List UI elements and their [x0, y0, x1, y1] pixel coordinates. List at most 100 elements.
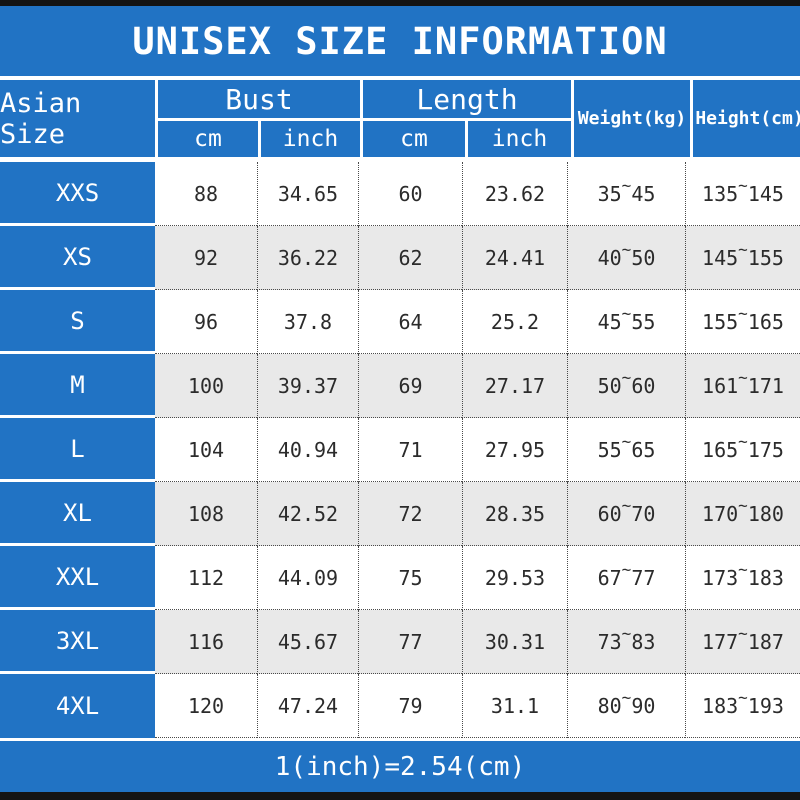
weight-range-cell-min: 80: [597, 693, 622, 718]
height-range-cell: 145 ~155: [685, 226, 800, 290]
table-row: XXL 112 44.09 75 29.53 67 ~77 173 ~183: [0, 546, 800, 610]
height-range-cell: 165 ~175: [685, 418, 800, 482]
length-inch-cell: 29.53: [462, 546, 567, 610]
length-inch-cell: 24.41: [462, 226, 567, 290]
title-divider: [0, 76, 800, 80]
height-range-cell: 155 ~165: [685, 290, 800, 354]
bust-cm-cell: 96: [155, 290, 257, 354]
tilde-glyph: ~: [738, 176, 748, 195]
table-row: M 100 39.37 69 27.17 50 ~60 161 ~171: [0, 354, 800, 418]
table-body: XXS 88 34.65 60 23.62 35 ~45 135 ~145 XS 92 36.22 62…: [0, 162, 800, 738]
header-asian-size: Asian Size: [0, 80, 155, 157]
tilde-glyph: ~: [621, 240, 632, 259]
table-row: XS 92 36.22 62 24.41 40 ~50 145 ~155: [0, 226, 800, 290]
weight-range-cell: 73 ~83: [567, 610, 685, 674]
table-row: S 96 37.8 64 25.2 45 ~55 155 ~165: [0, 290, 800, 354]
height-range-cell-max: 180: [747, 501, 784, 526]
height-range-cell-min: 177: [702, 629, 739, 654]
bust-cm-cell: 120: [155, 674, 257, 738]
weight-range-cell: 67 ~77: [567, 546, 685, 610]
size-label-cell: XXS: [0, 162, 155, 226]
length-inch-cell: 27.17: [462, 354, 567, 418]
height-range-cell-min: 173: [702, 565, 739, 590]
height-range-cell-max: 187: [747, 629, 784, 654]
footer-divider: [0, 738, 800, 741]
size-label-cell: 3XL: [0, 610, 155, 674]
title-band: UNISEX SIZE INFORMATION: [0, 6, 800, 76]
page-title: UNISEX SIZE INFORMATION: [132, 19, 668, 63]
bust-inch-cell: 45.67: [257, 610, 358, 674]
tilde-glyph: ~: [738, 432, 748, 451]
bust-inch-cell: 47.24: [257, 674, 358, 738]
size-label-cell: XXL: [0, 546, 155, 610]
conversion-note: 1(inch)=2.54(cm): [274, 751, 526, 782]
tilde-glyph: ~: [738, 560, 748, 579]
bust-cm-cell: 116: [155, 610, 257, 674]
bust-inch-cell: 37.8: [257, 290, 358, 354]
tilde-glyph: ~: [738, 240, 748, 259]
bust-inch-cell: 40.94: [257, 418, 358, 482]
height-range-cell-max: 165: [747, 309, 784, 334]
tilde-glyph: ~: [738, 688, 748, 707]
weight-range-cell-min: 40: [597, 245, 622, 270]
header-bust-inch: inch: [261, 121, 360, 157]
height-range-cell-min: 183: [702, 693, 739, 718]
length-cm-cell: 71: [358, 418, 462, 482]
height-range-cell-min: 161: [702, 373, 739, 398]
length-cm-cell: 60: [358, 162, 462, 226]
bust-inch-cell: 44.09: [257, 546, 358, 610]
bust-cm-cell: 108: [155, 482, 257, 546]
weight-range-cell-max: 45: [631, 181, 656, 206]
size-label-cell: M: [0, 354, 155, 418]
weight-range-cell: 40 ~50: [567, 226, 685, 290]
bust-cm-cell: 92: [155, 226, 257, 290]
length-inch-cell: 28.35: [462, 482, 567, 546]
tilde-glyph: ~: [621, 496, 632, 515]
weight-range-cell: 35 ~45: [567, 162, 685, 226]
length-inch-cell: 25.2: [462, 290, 567, 354]
weight-range-cell-min: 50: [597, 373, 622, 398]
tilde-glyph: ~: [738, 624, 748, 643]
height-range-cell: 161 ~171: [685, 354, 800, 418]
height-range-cell-max: 193: [747, 693, 784, 718]
bust-inch-cell: 39.37: [257, 354, 358, 418]
table-row: XL 108 42.52 72 28.35 60 ~70 170 ~180: [0, 482, 800, 546]
length-cm-cell: 64: [358, 290, 462, 354]
bust-cm-cell: 100: [155, 354, 257, 418]
length-cm-cell: 77: [358, 610, 462, 674]
weight-range-cell: 50 ~60: [567, 354, 685, 418]
length-inch-cell: 23.62: [462, 162, 567, 226]
bust-inch-cell: 36.22: [257, 226, 358, 290]
tilde-glyph: ~: [738, 496, 748, 515]
tilde-glyph: ~: [621, 560, 632, 579]
length-inch-cell: 30.31: [462, 610, 567, 674]
footer-band: 1(inch)=2.54(cm): [0, 741, 800, 792]
height-range-cell: 177 ~187: [685, 610, 800, 674]
header-length-group: Length: [363, 80, 571, 118]
height-range-cell-min: 145: [702, 245, 739, 270]
length-inch-cell: 31.1: [462, 674, 567, 738]
weight-range-cell: 45 ~55: [567, 290, 685, 354]
bottom-frame-bar: [0, 792, 800, 800]
size-label-cell: L: [0, 418, 155, 482]
weight-range-cell-max: 83: [631, 629, 656, 654]
bust-inch-cell: 34.65: [257, 162, 358, 226]
tilde-glyph: ~: [738, 304, 748, 323]
header-bust-group: Bust: [158, 80, 360, 118]
height-range-cell-max: 175: [747, 437, 784, 462]
length-cm-cell: 72: [358, 482, 462, 546]
header-length-cm: cm: [363, 121, 465, 157]
weight-range-cell-max: 55: [631, 309, 656, 334]
length-cm-cell: 62: [358, 226, 462, 290]
size-label-cell: 4XL: [0, 674, 155, 738]
weight-range-cell-max: 90: [631, 693, 656, 718]
height-range-cell-min: 165: [702, 437, 739, 462]
size-label-cell: XL: [0, 482, 155, 546]
weight-range-cell-max: 60: [631, 373, 656, 398]
top-frame-bar: [0, 0, 800, 6]
header-bust-cm: cm: [158, 121, 258, 157]
bust-cm-cell: 112: [155, 546, 257, 610]
weight-range-cell-max: 65: [631, 437, 656, 462]
weight-range-cell-max: 70: [631, 501, 656, 526]
